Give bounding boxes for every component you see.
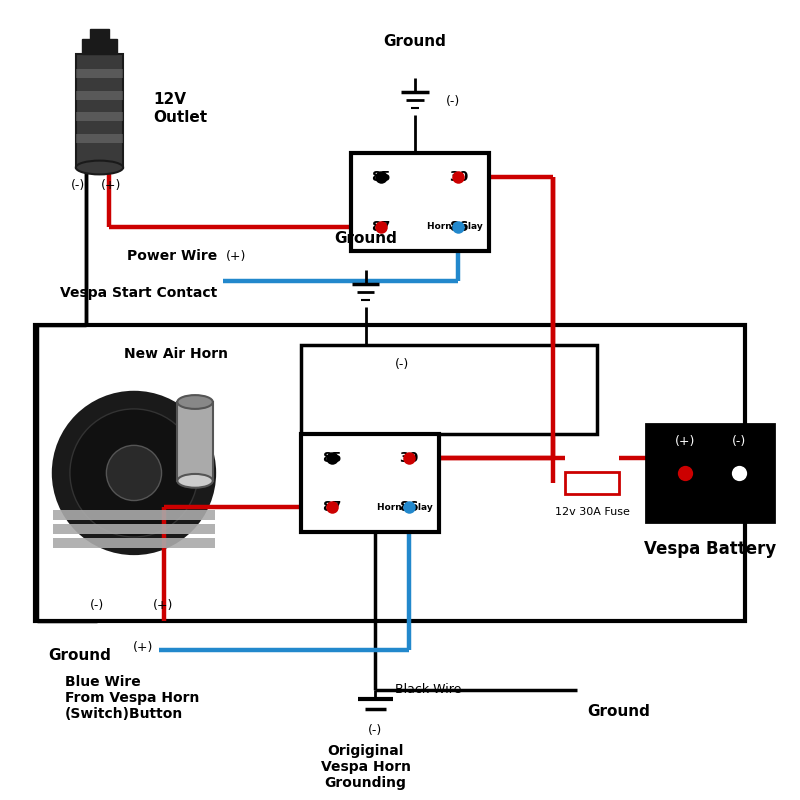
Text: 30: 30: [399, 451, 418, 465]
Ellipse shape: [178, 395, 213, 409]
Bar: [76, 54, 123, 167]
Text: Black Wire: Black Wire: [395, 683, 462, 696]
Text: 12V
Outlet: 12V Outlet: [154, 92, 208, 125]
Text: 85: 85: [322, 451, 342, 465]
Text: (-): (-): [731, 435, 746, 448]
Ellipse shape: [76, 161, 123, 174]
Text: Vespa Start Contact: Vespa Start Contact: [61, 286, 218, 300]
Text: 86: 86: [399, 501, 418, 514]
Bar: [76, 69, 123, 78]
Bar: [53, 510, 214, 520]
Text: Ground: Ground: [587, 705, 650, 719]
Bar: [76, 112, 123, 121]
Circle shape: [106, 446, 162, 501]
Text: 12v 30A Fuse: 12v 30A Fuse: [554, 507, 630, 518]
Bar: [302, 345, 597, 434]
Bar: [35, 325, 745, 621]
Bar: [90, 29, 109, 39]
Text: 87: 87: [322, 501, 342, 514]
Text: Ground: Ground: [48, 648, 111, 662]
Text: Ground: Ground: [334, 231, 397, 246]
Bar: [350, 153, 489, 251]
Text: (-): (-): [70, 178, 85, 192]
Bar: [76, 90, 123, 99]
Text: (+): (+): [674, 435, 695, 448]
Text: Power Wire: Power Wire: [127, 249, 218, 263]
Bar: [646, 424, 774, 522]
Text: 30: 30: [449, 170, 468, 184]
Circle shape: [53, 392, 214, 554]
Text: Blue Wire
From Vespa Horn
(Switch)Button: Blue Wire From Vespa Horn (Switch)Button: [65, 675, 199, 722]
Text: 85: 85: [371, 170, 391, 184]
Text: New Air Horn: New Air Horn: [124, 347, 228, 361]
Bar: [53, 524, 214, 534]
Text: Horn Relay: Horn Relay: [378, 503, 433, 512]
Text: 86: 86: [449, 220, 468, 234]
Ellipse shape: [178, 474, 213, 488]
Circle shape: [70, 409, 198, 537]
Bar: [565, 472, 619, 494]
Text: (-): (-): [395, 358, 410, 371]
Bar: [53, 538, 214, 548]
Bar: [82, 39, 118, 54]
Text: Origiginal
Vespa Horn
Grounding: Origiginal Vespa Horn Grounding: [321, 744, 410, 790]
Text: (+): (+): [134, 641, 154, 654]
Text: (-): (-): [90, 599, 104, 613]
Text: Vespa Battery: Vespa Battery: [644, 540, 777, 558]
Bar: [178, 402, 213, 481]
Text: (-): (-): [446, 95, 461, 108]
Text: (+): (+): [101, 178, 122, 192]
Bar: [302, 434, 439, 532]
Bar: [76, 134, 123, 143]
Text: Horn Relay: Horn Relay: [426, 222, 482, 231]
Text: (+): (+): [154, 599, 174, 613]
Text: (-): (-): [368, 724, 382, 738]
Text: 87: 87: [371, 220, 390, 234]
Text: (+): (+): [226, 250, 246, 263]
Text: Ground: Ground: [383, 34, 446, 50]
